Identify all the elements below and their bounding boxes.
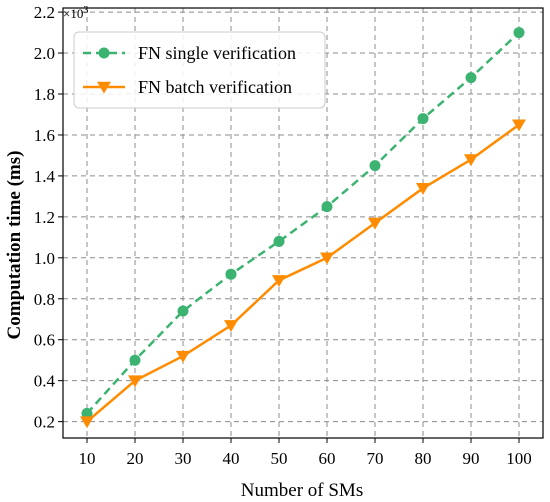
y-tick-label: 2.2 [34,3,55,22]
legend-entry: FN single verification [83,43,296,63]
ticks: 10 20 30 40 50 60 70 80 90 100 0.2 0.4 0.6 0.8 1.0 1.2 1… [34,3,532,468]
data-point-triangle [176,350,190,363]
y-tick-label: 2.0 [34,44,55,63]
x-tick-label: 90 [463,449,480,468]
y-tick-label: 1.0 [34,249,55,268]
data-point-circle [225,268,237,280]
x-tick-label: 40 [223,449,240,468]
data-point-triangle [80,416,94,429]
grid [63,8,543,438]
data-point-triangle [320,252,334,265]
y-tick-label: 1.4 [34,167,56,186]
series-layer [80,27,526,429]
series-2 [80,119,526,429]
legend-box [73,31,326,109]
legend-label: FN single verification [138,43,296,63]
data-point-triangle [97,81,111,94]
x-tick-label: 100 [506,449,532,468]
x-tick-label: 30 [175,449,192,468]
data-point-circle [417,113,429,125]
x-tick-label: 10 [79,449,96,468]
data-point-circle [321,201,333,213]
y-axis-label: Computation time (ms) [4,151,25,340]
y-multiplier-exponent: 3 [83,5,88,16]
legend-label: FN batch verification [138,77,292,97]
data-point-triangle [368,217,382,230]
data-point-triangle [272,275,286,287]
legend-entry: FN batch verification [83,77,292,97]
data-point-circle [369,160,381,172]
series-1 [81,27,525,419]
data-point-circle [273,235,285,247]
legend: FN single verification FN batch verificat… [73,31,326,109]
series-line [86,123,520,423]
data-point-triangle [464,154,478,167]
data-point-triangle [128,375,142,388]
y-multiplier-base: ×10 [63,6,83,21]
y-tick-label: 1.6 [34,126,55,145]
series-line [86,31,520,415]
y-multiplier: ×103 [63,5,88,21]
y-tick-label: 0.8 [34,290,55,309]
y-tick-label: 0.2 [34,413,55,432]
data-point-triangle [224,320,238,333]
data-point-triangle [512,119,526,132]
x-axis-label: Number of SMs [241,480,363,501]
data-point-triangle [416,182,430,195]
data-point-circle [177,305,189,317]
plot-frame [62,7,544,439]
x-tick-label: 50 [271,449,288,468]
data-point-circle [98,47,110,59]
x-tick-label: 80 [415,449,432,468]
y-tick-label: 1.2 [34,208,55,227]
x-tick-label: 70 [367,449,384,468]
y-tick-label: 0.4 [34,372,56,391]
x-tick-label: 60 [319,449,336,468]
data-point-circle [81,407,93,419]
y-tick-label: 0.6 [34,331,55,350]
y-tick-label: 1.8 [34,85,55,104]
data-point-circle [513,27,525,39]
data-point-circle [465,72,477,84]
data-point-circle [129,354,141,366]
x-tick-label: 20 [127,449,144,468]
